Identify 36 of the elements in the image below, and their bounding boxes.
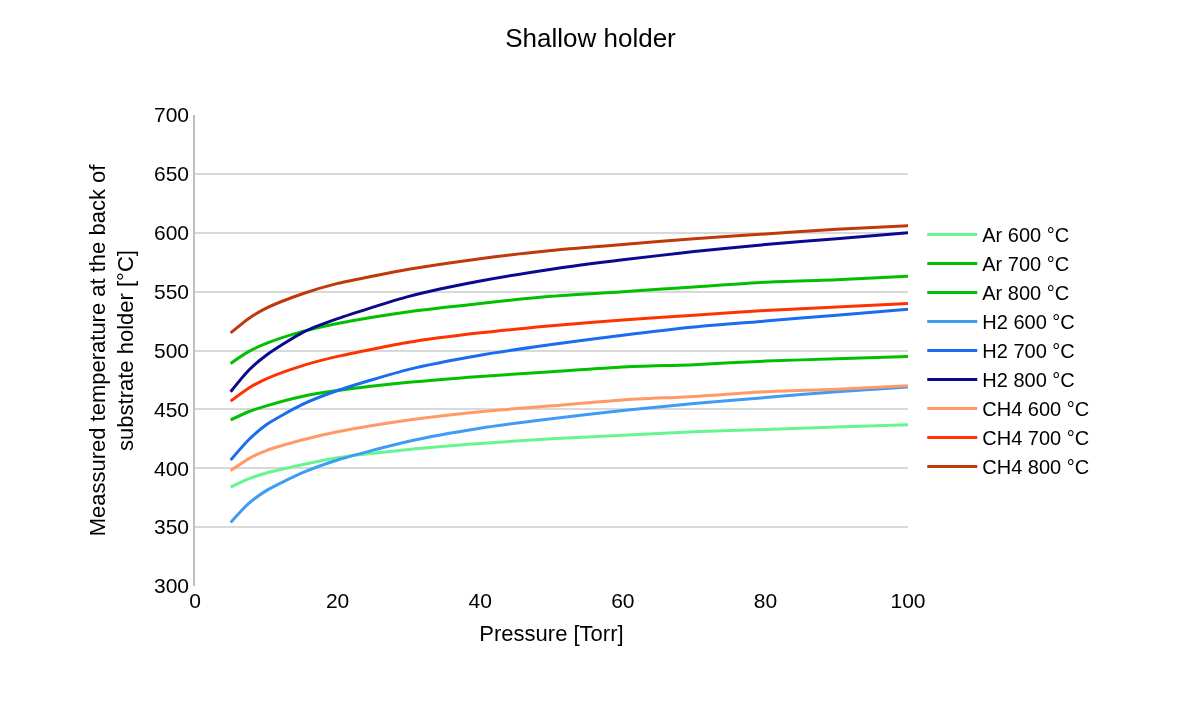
line-series <box>229 385 908 524</box>
y-tick-label: 700 <box>154 103 190 127</box>
chart-title: Shallow holder <box>505 22 677 53</box>
y-tick-label: 350 <box>154 515 190 539</box>
y-tick-label: 650 <box>154 162 190 186</box>
legend-label: H2 600 °C <box>982 311 1075 334</box>
x-tick-label: 80 <box>753 589 778 612</box>
line-series <box>229 274 908 365</box>
y-tick-label: 450 <box>154 397 190 421</box>
line-series <box>229 224 908 335</box>
y-tick-label: 500 <box>154 338 190 362</box>
legend-label: H2 700 °C <box>982 340 1075 363</box>
x-tick-label: 100 <box>890 589 926 612</box>
legend-label: H2 800 °C <box>982 369 1075 392</box>
x-axis-title: Pressure [Torr] <box>479 620 624 646</box>
line-series <box>229 231 908 394</box>
x-tick-label: 60 <box>611 589 635 612</box>
y-tick-label: 300 <box>154 574 190 598</box>
y-tick-label: 600 <box>154 221 190 245</box>
line-series <box>229 384 908 473</box>
line-series <box>229 423 908 489</box>
legend-label: Ar 700 °C <box>982 253 1070 276</box>
legend-label: CH4 700 °C <box>982 427 1090 450</box>
x-tick-label: 0 <box>189 589 201 612</box>
legend-label: CH4 600 °C <box>982 398 1090 421</box>
legend-label: Ar 800 °C <box>982 282 1070 305</box>
x-tick-label: 20 <box>325 589 350 612</box>
x-tick-label: 40 <box>468 589 492 612</box>
y-tick-label: 550 <box>154 279 190 303</box>
legend-label: Ar 600 °C <box>982 224 1070 247</box>
y-tick-label: 400 <box>154 456 190 480</box>
line-series <box>229 307 908 462</box>
line-series <box>229 301 908 403</box>
legend-label: CH4 800 °C <box>982 456 1090 479</box>
y-axis-title: Meassured temperature at the back of substrate holder [°C] <box>84 163 139 537</box>
line-series <box>229 354 908 422</box>
